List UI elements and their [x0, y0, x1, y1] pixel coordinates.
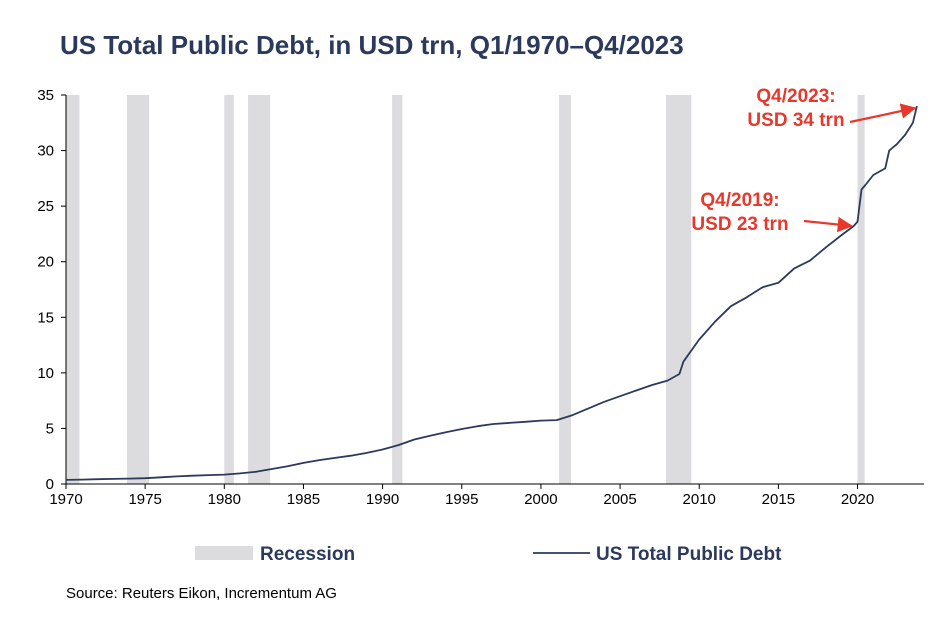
y-tick-label: 0: [46, 476, 54, 493]
y-tick-label: 35: [37, 87, 54, 104]
legend-recession-swatch: [195, 546, 253, 560]
recession-band: [224, 95, 234, 484]
x-tick-label: 2005: [603, 491, 636, 508]
recession-band: [126, 95, 150, 484]
recession-band: [248, 95, 271, 484]
y-tick-label: 10: [37, 365, 54, 382]
legend-series-label: US Total Public Debt: [596, 544, 782, 565]
x-tick-label: 1970: [49, 491, 82, 508]
series-line-us-total-public-debt: [65, 105, 918, 481]
y-tick-label: 15: [37, 309, 54, 326]
x-tick-label: 2010: [683, 491, 716, 508]
source-note: Source: Reuters Eikon, Incrementum AG: [66, 585, 337, 602]
x-tick-label: 1985: [287, 491, 320, 508]
x-tick-label: 2000: [524, 491, 557, 508]
annotation-label: Q4/2019:: [700, 190, 779, 211]
y-tick-label: 30: [37, 143, 54, 160]
y-tick-label: 5: [46, 420, 54, 437]
recession-band: [559, 95, 571, 484]
annotation-label: USD 34 trn: [747, 110, 844, 131]
recession-band: [66, 95, 80, 484]
y-tick-label: 25: [37, 198, 54, 215]
x-tick-label: 2020: [841, 491, 874, 508]
annotation-arrow: [803, 216, 854, 233]
x-tick-label: 1990: [366, 491, 399, 508]
recession-band: [392, 95, 403, 484]
x-tick-label: 1980: [208, 491, 241, 508]
chart-title: US Total Public Debt, in USD trn, Q1/197…: [60, 30, 684, 60]
x-tick-label: 1975: [128, 491, 161, 508]
legend-recession-label: Recession: [260, 544, 355, 565]
recession-band: [665, 95, 692, 484]
x-tick-label: 2015: [762, 491, 795, 508]
annotation-label: Q4/2023:: [756, 86, 835, 107]
x-tick-label: 1995: [445, 491, 478, 508]
recession-band: [857, 95, 865, 484]
annotation-arrow: [849, 103, 917, 124]
annotation-label: USD 23 trn: [691, 214, 788, 235]
y-tick-label: 20: [37, 254, 54, 271]
